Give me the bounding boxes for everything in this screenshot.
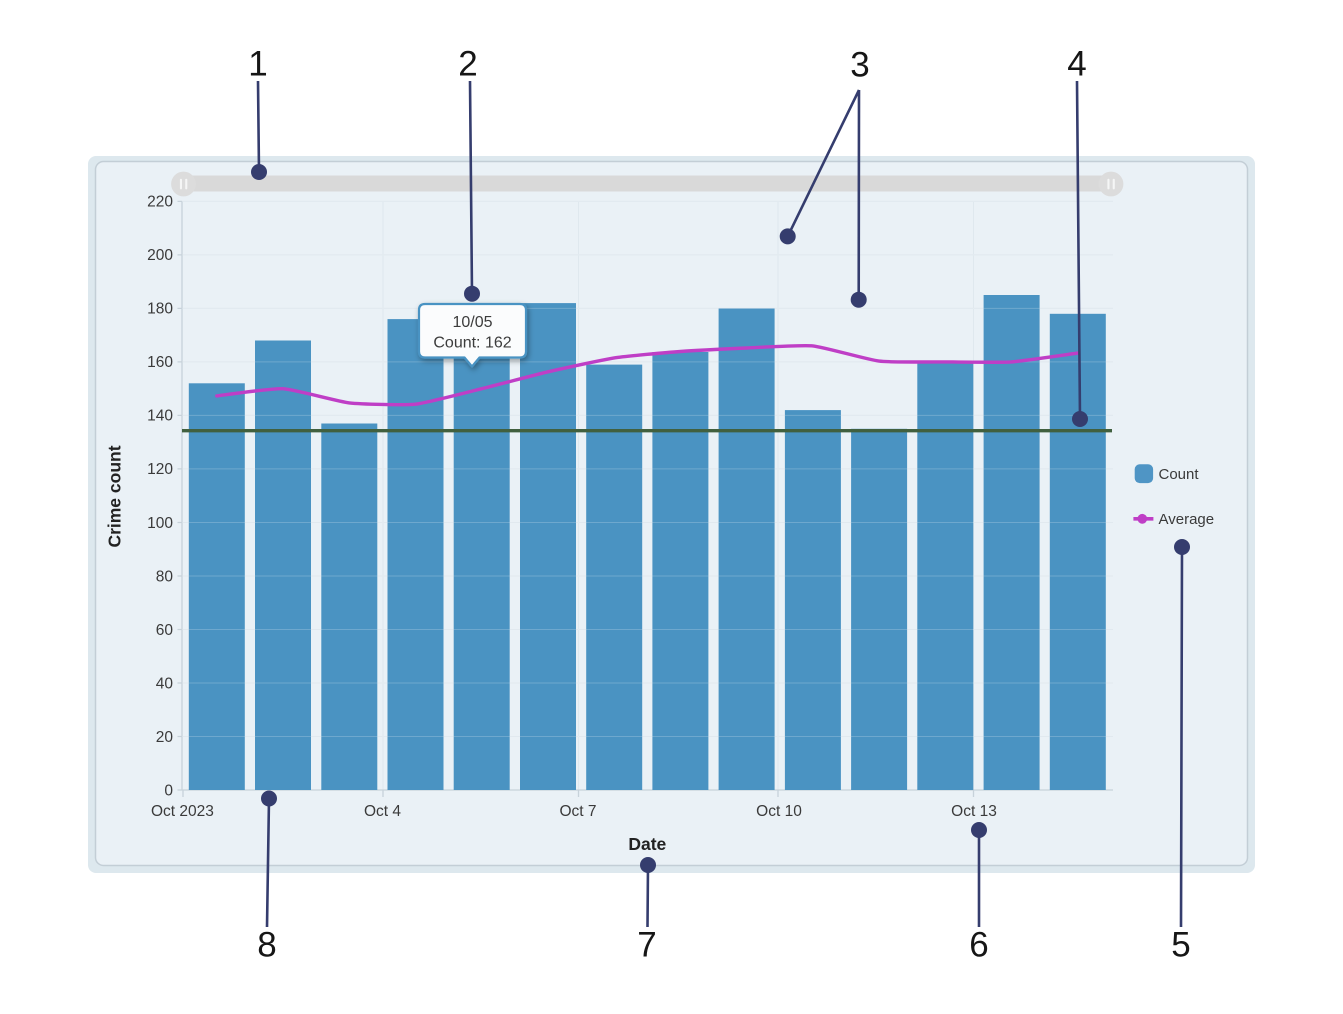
svg-text:200: 200 — [147, 247, 173, 264]
svg-text:80: 80 — [156, 568, 174, 585]
svg-text:160: 160 — [147, 354, 173, 371]
svg-text:120: 120 — [147, 461, 173, 478]
svg-text:2: 2 — [458, 45, 477, 84]
svg-text:8: 8 — [257, 926, 276, 965]
svg-text:40: 40 — [156, 675, 174, 692]
svg-text:Oct 10: Oct 10 — [756, 803, 802, 820]
svg-text:220: 220 — [147, 194, 173, 211]
svg-text:Average: Average — [1159, 511, 1215, 528]
svg-text:7: 7 — [637, 926, 656, 965]
svg-text:Crime count: Crime count — [105, 445, 125, 547]
svg-text:3: 3 — [850, 46, 869, 85]
svg-text:140: 140 — [147, 408, 173, 425]
svg-text:Oct 4: Oct 4 — [364, 803, 401, 820]
svg-text:60: 60 — [156, 622, 174, 639]
svg-text:Count: 162: Count: 162 — [433, 335, 511, 352]
svg-text:180: 180 — [147, 301, 173, 318]
svg-text:Oct 13: Oct 13 — [951, 803, 997, 820]
svg-text:4: 4 — [1067, 45, 1086, 84]
svg-text:Date: Date — [628, 834, 666, 854]
svg-text:100: 100 — [147, 515, 173, 532]
svg-text:1: 1 — [248, 45, 267, 84]
svg-text:0: 0 — [164, 782, 173, 799]
svg-text:Oct 7: Oct 7 — [559, 803, 596, 820]
svg-text:6: 6 — [969, 926, 988, 965]
svg-text:20: 20 — [156, 729, 174, 746]
svg-text:5: 5 — [1171, 926, 1190, 965]
svg-text:Oct 2023: Oct 2023 — [151, 803, 214, 820]
svg-text:10/05: 10/05 — [452, 314, 492, 331]
svg-text:Count: Count — [1159, 466, 1200, 483]
